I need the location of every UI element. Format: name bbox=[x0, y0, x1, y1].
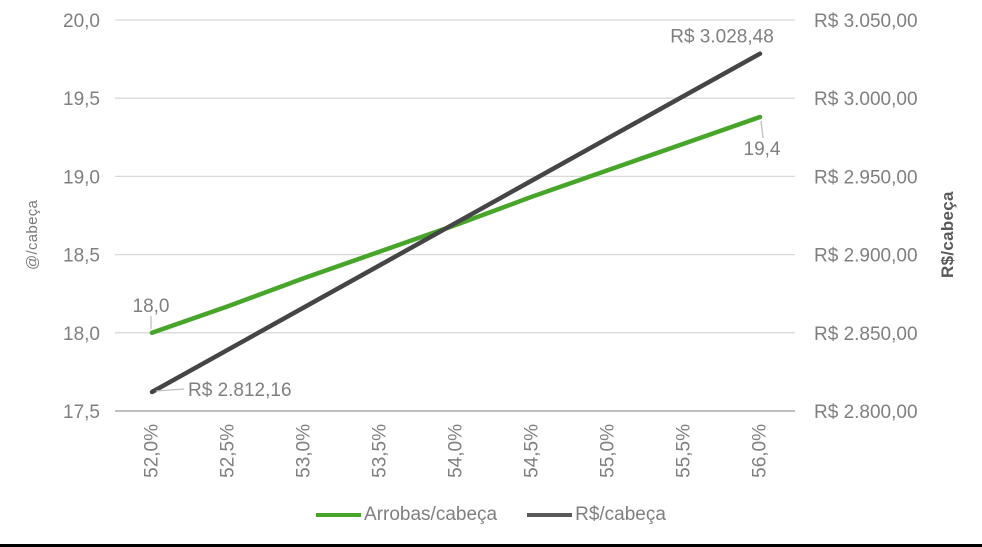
left-axis-tick-label: 20,0 bbox=[63, 11, 100, 32]
data-label: R$ 3.028,48 bbox=[670, 27, 774, 48]
data-label: 18,0 bbox=[133, 296, 170, 317]
legend: Arrobas/cabeça R$/cabeça bbox=[0, 504, 982, 526]
legend-swatch-green bbox=[316, 513, 362, 517]
bottom-border-line bbox=[0, 544, 982, 547]
data-label: R$ 2.812,16 bbox=[188, 380, 292, 401]
x-axis-tick-label: 55,0% bbox=[598, 424, 619, 478]
legend-item-reais[interactable]: R$/cabeça bbox=[527, 504, 666, 526]
left-axis-tick-label: 17,5 bbox=[63, 402, 100, 423]
x-axis-tick-label: 55,5% bbox=[674, 424, 695, 478]
left-axis-tick-label: 18,0 bbox=[63, 324, 100, 345]
leader-line bbox=[760, 120, 764, 139]
x-axis-tick-label: 54,5% bbox=[522, 424, 543, 478]
series-line-reais[interactable] bbox=[149, 51, 763, 395]
left-axis-tick-label: 19,5 bbox=[63, 89, 100, 110]
x-axis-tick-label: 53,5% bbox=[370, 424, 391, 478]
x-axis-tick-label: 52,5% bbox=[218, 424, 239, 478]
legend-swatch-gray bbox=[527, 513, 573, 517]
x-axis-tick-label: 53,0% bbox=[294, 424, 315, 478]
left-axis-title: @/cabeça bbox=[24, 199, 41, 271]
x-axis-tick-label: 56,0% bbox=[750, 424, 771, 478]
left-axis-tick-label: 18,5 bbox=[63, 246, 100, 267]
x-axis-tick-label: 54,0% bbox=[446, 424, 467, 478]
data-label: 19,4 bbox=[744, 139, 781, 160]
right-axis-tick-label: R$ 2.950,00 bbox=[814, 167, 918, 188]
legend-item-arrobas[interactable]: Arrobas/cabeça bbox=[316, 504, 497, 526]
right-axis-tick-label: R$ 2.850,00 bbox=[814, 324, 918, 345]
right-axis-tick-label: R$ 3.050,00 bbox=[814, 11, 918, 32]
right-axis-tick-label: R$ 2.900,00 bbox=[814, 246, 918, 267]
right-axis-tick-label: R$ 3.000,00 bbox=[814, 89, 918, 110]
x-axis-tick-label: 52,0% bbox=[142, 424, 163, 478]
legend-label-reais: R$/cabeça bbox=[575, 504, 666, 525]
leader-line bbox=[155, 388, 185, 392]
left-axis-tick-label: 19,0 bbox=[63, 167, 100, 188]
right-axis-tick-label: R$ 2.800,00 bbox=[814, 402, 918, 423]
right-axis-title: R$/cabeça bbox=[938, 191, 957, 279]
legend-label-arrobas: Arrobas/cabeça bbox=[364, 504, 498, 525]
